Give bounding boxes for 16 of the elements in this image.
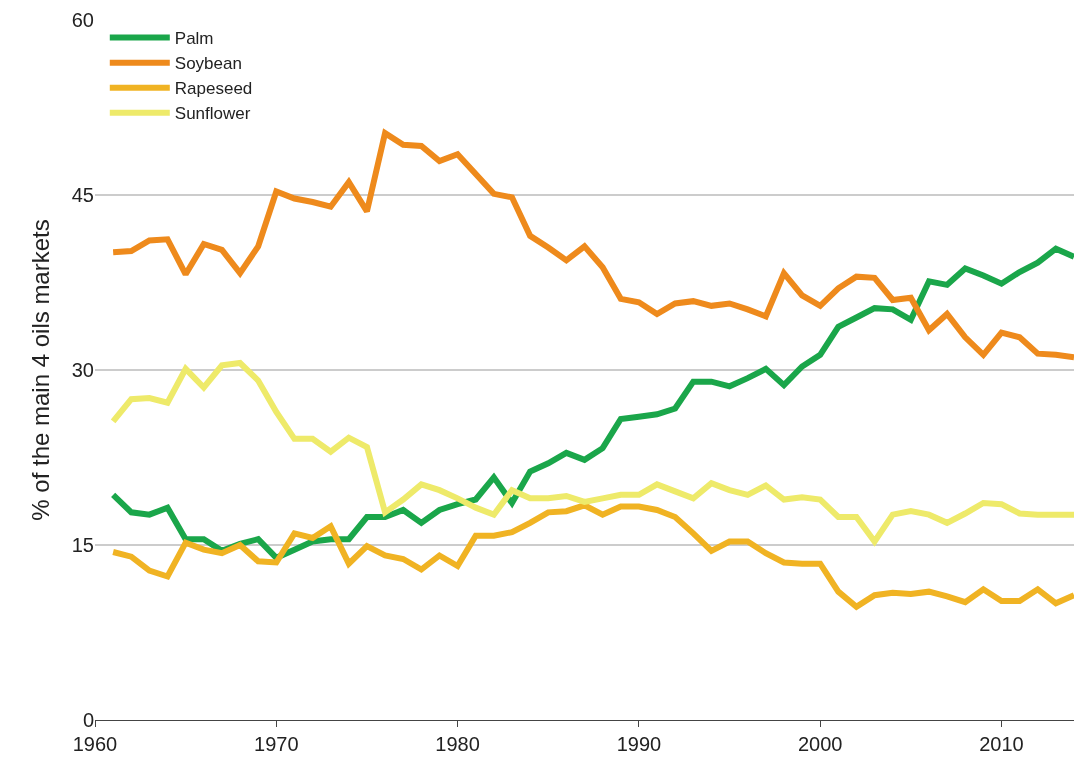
legend-label: Sunflower — [174, 104, 251, 124]
x-tick-label: 1980 — [435, 733, 480, 755]
y-tick-label: 45 — [71, 184, 94, 206]
y-tick-label: 60 — [71, 9, 94, 31]
x-tick-label: 1970 — [254, 733, 299, 755]
y-axis-title: % of the main 4 oils markets — [26, 219, 54, 521]
x-tick-label: 2000 — [797, 733, 843, 755]
legend-label: Soybean — [174, 54, 242, 74]
legend-label: Rapeseed — [174, 79, 253, 99]
y-tick-label: 30 — [71, 359, 94, 381]
x-tick-label: 2010 — [979, 733, 1024, 755]
y-tick-label: 15 — [71, 534, 94, 556]
legend-label: Palm — [174, 29, 214, 49]
y-tick-label: 0 — [82, 709, 94, 731]
x-tick-label: 1960 — [72, 733, 118, 755]
x-tick-label: 1990 — [616, 733, 662, 755]
